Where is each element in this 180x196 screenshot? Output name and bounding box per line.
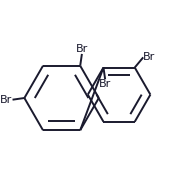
Text: Br: Br [76, 44, 88, 54]
Text: Br: Br [99, 79, 111, 89]
Text: Br: Br [143, 52, 156, 62]
Text: Br: Br [0, 95, 13, 105]
